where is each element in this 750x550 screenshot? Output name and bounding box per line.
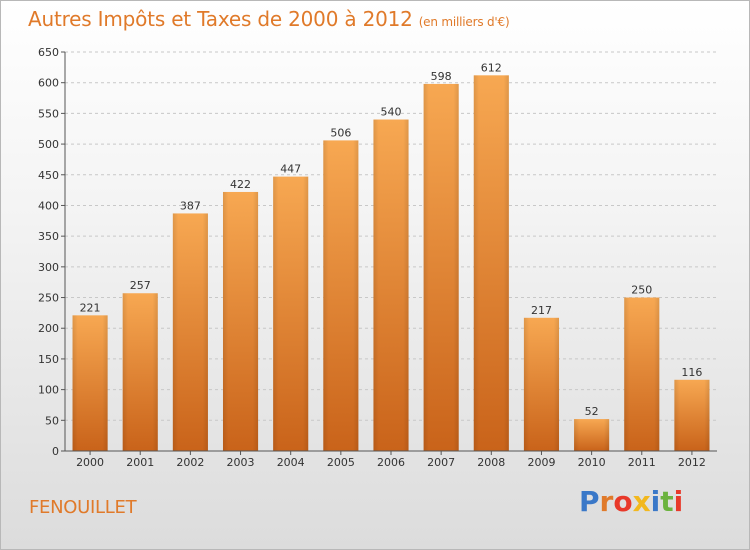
data-label: 506 <box>330 126 351 139</box>
y-tick-label: 500 <box>38 138 59 151</box>
data-label: 217 <box>531 304 552 317</box>
logo-letter: P <box>579 485 600 518</box>
data-label: 387 <box>180 199 201 212</box>
bar-shade-2010 <box>574 419 610 451</box>
commune-name: FENOUILLET <box>29 497 137 518</box>
data-label: 598 <box>431 70 452 83</box>
logo-letter: r <box>599 485 614 518</box>
y-tick-label: 450 <box>38 169 59 182</box>
x-tick-label: 2010 <box>578 456 606 469</box>
x-tick-label: 2001 <box>126 456 154 469</box>
bar-layer: 221 257 387 422 447 506 540 598 612 217 52 250 116 <box>72 61 710 452</box>
x-tick-label: 2009 <box>527 456 555 469</box>
bar-shade-2009 <box>523 317 560 451</box>
y-tick-label: 350 <box>38 230 59 243</box>
logo-letter: i <box>673 485 684 518</box>
bar-shade-2008 <box>473 75 509 451</box>
data-label: 52 <box>585 405 599 418</box>
logo-letter: x <box>632 485 651 518</box>
bar-shade-2005 <box>323 140 359 451</box>
x-tick-label: 2006 <box>377 456 405 469</box>
data-label: 250 <box>631 284 652 297</box>
x-tick-label: 2000 <box>76 456 104 469</box>
x-tick-label: 2005 <box>327 456 355 469</box>
y-tick-label: 100 <box>38 384 59 397</box>
proxiti-logo: Proxiti <box>579 485 683 518</box>
bar-shade-2006 <box>373 119 409 452</box>
data-label: 447 <box>280 163 301 176</box>
x-tick-label: 2008 <box>477 456 505 469</box>
logo-letter: o <box>613 485 633 518</box>
y-tick-label: 150 <box>38 353 59 366</box>
x-tick-label: 2012 <box>678 456 706 469</box>
bar-shade-2004 <box>273 176 309 451</box>
data-label: 116 <box>681 366 702 379</box>
data-label: 422 <box>230 178 251 191</box>
x-tick-label: 2003 <box>227 456 255 469</box>
data-label: 257 <box>130 279 151 292</box>
axis-layer: 0 50 100 150 200 250 300 350 400 450 500 550 600 650 2… <box>38 46 717 469</box>
chart-unit: (en milliers d'€) <box>418 15 510 29</box>
data-label: 221 <box>80 301 101 314</box>
bar-shade-2001 <box>122 293 158 451</box>
bar-shade-2000 <box>72 315 108 451</box>
y-tick-label: 550 <box>38 107 59 120</box>
y-tick-label: 200 <box>38 322 59 335</box>
y-tick-label: 600 <box>38 77 59 90</box>
data-label: 540 <box>381 106 402 119</box>
bar-shade-2012 <box>674 379 710 451</box>
x-tick-label: 2007 <box>427 456 455 469</box>
chart-title: Autres Impôts et Taxes de 2000 à 2012 (en… <box>28 7 510 31</box>
x-tick-label: 2004 <box>277 456 305 469</box>
x-tick-label: 2011 <box>628 456 656 469</box>
y-tick-label: 400 <box>38 199 59 212</box>
bar-shade-2003 <box>222 191 259 452</box>
y-tick-label: 250 <box>38 292 59 305</box>
chart-title-text: Autres Impôts et Taxes de 2000 à 2012 <box>28 7 413 31</box>
bar-shade-2011 <box>624 297 660 451</box>
y-tick-label: 50 <box>45 414 59 427</box>
data-label: 612 <box>481 61 502 74</box>
logo-letter: t <box>660 485 674 518</box>
y-tick-label: 650 <box>38 46 59 59</box>
x-tick-label: 2002 <box>176 456 204 469</box>
y-tick-label: 300 <box>38 261 59 274</box>
logo-letter: i <box>650 485 661 518</box>
bar-shade-2007 <box>423 83 459 452</box>
y-tick-label: 0 <box>52 445 59 458</box>
bar-shade-2002 <box>172 213 208 451</box>
